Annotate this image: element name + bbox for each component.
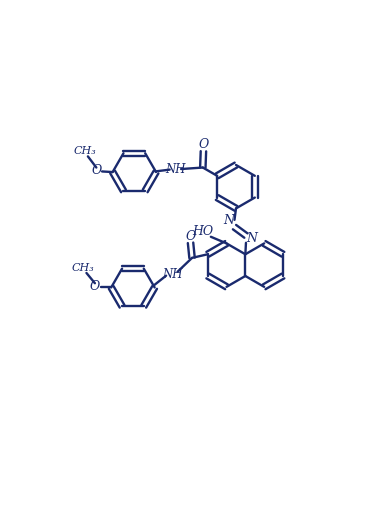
Text: HO: HO [192, 225, 213, 238]
Text: CH₃: CH₃ [72, 263, 94, 273]
Text: O: O [91, 164, 102, 177]
Text: O: O [199, 138, 209, 151]
Text: NH: NH [162, 268, 182, 281]
Text: CH₃: CH₃ [73, 146, 96, 156]
Text: O: O [186, 229, 196, 243]
Text: N: N [223, 214, 234, 227]
Text: N: N [247, 232, 258, 245]
Text: O: O [90, 280, 100, 293]
Text: NH: NH [165, 163, 185, 176]
